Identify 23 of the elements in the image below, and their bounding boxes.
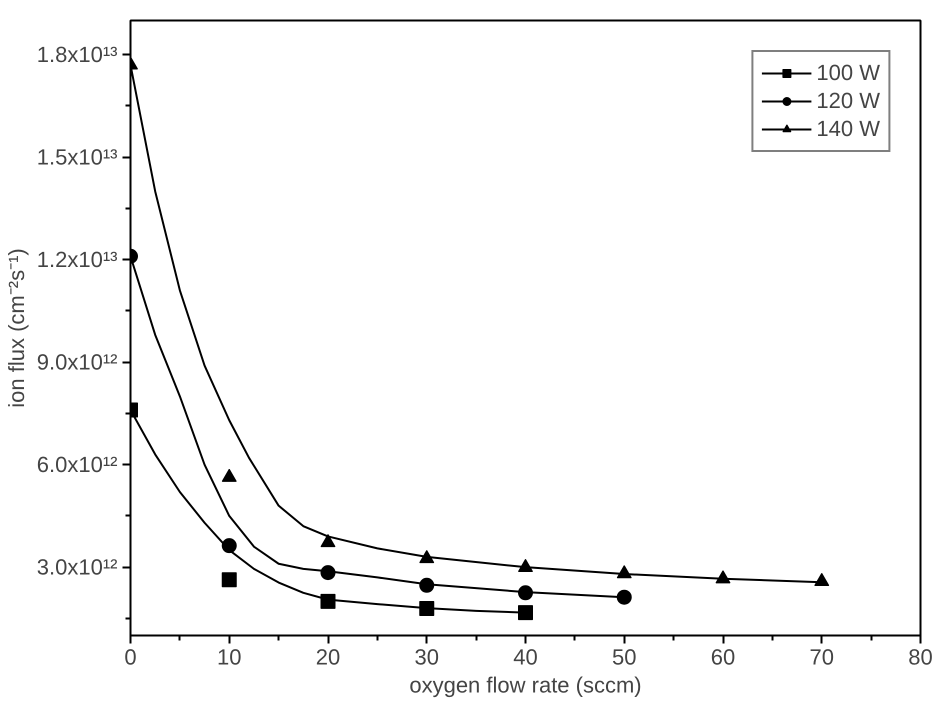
point: [616, 590, 632, 605]
legend-label: 100 W: [816, 60, 880, 86]
y-axis-title: ion flux (cm⁻²s⁻¹): [4, 248, 29, 408]
x-tick-label: 10: [217, 644, 242, 670]
x-tick-label: 0: [124, 644, 137, 670]
x-tick-label: 30: [414, 644, 439, 670]
x-tick-label: 70: [810, 644, 834, 670]
x-axis-title: oxygen flow rate (sccm): [409, 672, 642, 698]
x-tick-label: 20: [316, 644, 340, 670]
y-tick-label: 1.2x10¹³: [36, 247, 118, 272]
y-tick-label: 6.0x10¹²: [36, 452, 118, 478]
x-tick-label: 40: [513, 644, 538, 670]
x-tick-label: 80: [908, 644, 933, 670]
x-tick-label: 50: [612, 644, 636, 670]
point: [518, 605, 533, 620]
y-tick-label: 9.0x10¹²: [36, 350, 118, 375]
y-tick-label: 1.8x10¹³: [36, 42, 118, 68]
legend-label: 140 W: [816, 116, 880, 142]
point: [222, 572, 237, 588]
y-tick-label: 1.5x10¹³: [36, 144, 118, 170]
x-tick-label: 60: [710, 644, 736, 670]
y-tick-label: 3.0x10¹²: [36, 554, 118, 580]
legend-label: 120 W: [816, 88, 880, 114]
